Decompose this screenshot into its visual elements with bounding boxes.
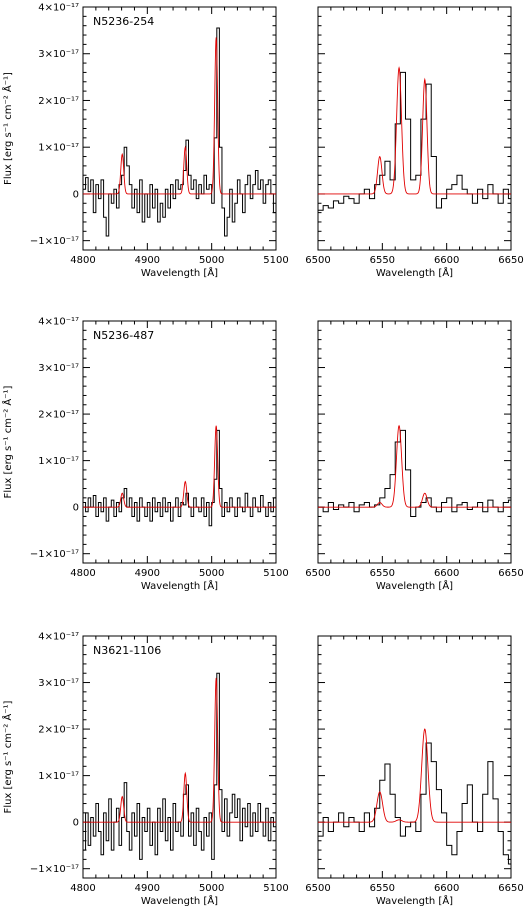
y-tick-label: −1×10⁻¹⁷ bbox=[30, 864, 79, 875]
model-fit-line bbox=[83, 37, 276, 195]
y-tick-label: −1×10⁻¹⁷ bbox=[30, 549, 79, 560]
x-tick-label: 6600 bbox=[434, 883, 459, 894]
y-tick-label: 2×10⁻¹⁷ bbox=[38, 725, 79, 736]
spectrum-panel: 4800 4900 5000 5100 −1×10⁻¹⁷ 0 1×10⁻¹⁷ 2×10⁻¹⁷ 3… bbox=[1, 3, 289, 280]
y-tick-label: 0 bbox=[73, 503, 79, 514]
plot-frame bbox=[82, 6, 277, 251]
y-tick-label: 1×10⁻¹⁷ bbox=[38, 456, 79, 467]
x-tick-label: 4900 bbox=[135, 255, 160, 266]
y-tick-label: 1×10⁻¹⁷ bbox=[38, 143, 79, 154]
x-tick-label: 6550 bbox=[370, 255, 395, 266]
y-axis-title: Flux [erg s⁻¹ cm⁻² Å⁻¹] bbox=[1, 385, 14, 498]
x-tick-label: 6500 bbox=[305, 568, 330, 579]
x-tick-label: 5000 bbox=[199, 568, 224, 579]
x-tick-label: 4800 bbox=[70, 568, 95, 579]
x-tick-label: 6500 bbox=[305, 255, 330, 266]
observed-spectrum-line bbox=[318, 742, 511, 865]
plot-frame bbox=[82, 320, 277, 564]
panel-label: N5236-487 bbox=[93, 329, 154, 342]
x-tick-label: 6650 bbox=[498, 883, 523, 894]
x-axis-title: Wavelength [Å] bbox=[376, 579, 453, 592]
panel-label: N5236-254 bbox=[93, 15, 154, 28]
model-fit-line bbox=[318, 66, 511, 195]
x-tick-label: 6550 bbox=[370, 883, 395, 894]
x-axis-title: Wavelength [Å] bbox=[376, 894, 453, 907]
x-tick-label: 6600 bbox=[434, 568, 459, 579]
x-tick-label: 5000 bbox=[199, 255, 224, 266]
plot-frame bbox=[317, 635, 512, 879]
x-axis-title: Wavelength [Å] bbox=[376, 266, 453, 279]
x-tick-label: 5100 bbox=[263, 568, 288, 579]
y-tick-label: 2×10⁻¹⁷ bbox=[38, 410, 79, 421]
spectrum-panel: 4800 4900 5000 5100 −1×10⁻¹⁷ 0 1×10⁻¹⁷ 2×10⁻¹⁷ 3… bbox=[1, 317, 289, 593]
x-tick-label: 6550 bbox=[370, 568, 395, 579]
observed-spectrum-line bbox=[83, 429, 276, 527]
panel-label: N3621-1106 bbox=[93, 644, 161, 657]
y-tick-label: 2×10⁻¹⁷ bbox=[38, 96, 79, 107]
observed-spectrum-line bbox=[318, 71, 511, 211]
x-axis-title: Wavelength [Å] bbox=[141, 266, 218, 279]
x-tick-label: 6650 bbox=[498, 568, 523, 579]
x-tick-label: 6500 bbox=[305, 883, 330, 894]
spectrum-panel: 6500 6550 6600 6650 Wavelength [Å] bbox=[305, 635, 524, 907]
y-tick-label: 0 bbox=[73, 189, 79, 200]
y-tick-label: 4×10⁻¹⁷ bbox=[38, 317, 79, 328]
x-tick-label: 6650 bbox=[498, 255, 523, 266]
x-tick-label: 4900 bbox=[135, 568, 160, 579]
spectrum-panel: 4800 4900 5000 5100 −1×10⁻¹⁷ 0 1×10⁻¹⁷ 2×10⁻¹⁷ 3… bbox=[1, 632, 289, 908]
y-tick-label: 1×10⁻¹⁷ bbox=[38, 771, 79, 782]
plot-frame bbox=[82, 635, 277, 879]
x-tick-label: 5100 bbox=[263, 255, 288, 266]
spectrum-panel: 6500 6550 6600 6650 Wavelength [Å] bbox=[305, 320, 524, 592]
y-axis-title: Flux [erg s⁻¹ cm⁻² Å⁻¹] bbox=[1, 72, 14, 185]
x-axis-title: Wavelength [Å] bbox=[141, 894, 218, 907]
x-tick-label: 4900 bbox=[135, 883, 160, 894]
plot-frame bbox=[317, 320, 512, 564]
x-tick-label: 5100 bbox=[263, 883, 288, 894]
y-tick-label: 0 bbox=[73, 818, 79, 829]
model-fit-line bbox=[318, 728, 511, 823]
model-fit-line bbox=[83, 677, 276, 823]
y-tick-label: 3×10⁻¹⁷ bbox=[38, 49, 79, 60]
model-fit-line bbox=[318, 424, 511, 508]
plot-frame bbox=[317, 6, 512, 251]
observed-spectrum-line bbox=[83, 27, 276, 237]
x-axis-title: Wavelength [Å] bbox=[141, 579, 218, 592]
x-tick-label: 4800 bbox=[70, 883, 95, 894]
y-tick-label: 3×10⁻¹⁷ bbox=[38, 363, 79, 374]
y-tick-label: −1×10⁻¹⁷ bbox=[30, 236, 79, 247]
y-axis-title: Flux [erg s⁻¹ cm⁻² Å⁻¹] bbox=[1, 700, 14, 813]
y-tick-label: 4×10⁻¹⁷ bbox=[38, 3, 79, 14]
observed-spectrum-line bbox=[83, 672, 276, 860]
x-tick-label: 4800 bbox=[70, 255, 95, 266]
observed-spectrum-line bbox=[318, 429, 511, 517]
y-tick-label: 4×10⁻¹⁷ bbox=[38, 632, 79, 643]
y-tick-label: 3×10⁻¹⁷ bbox=[38, 678, 79, 689]
model-fit-line bbox=[83, 425, 276, 508]
spectrum-panel: 6500 6550 6600 6650 Wavelength [Å] bbox=[305, 6, 524, 279]
x-tick-label: 5000 bbox=[199, 883, 224, 894]
x-tick-label: 6600 bbox=[434, 255, 459, 266]
